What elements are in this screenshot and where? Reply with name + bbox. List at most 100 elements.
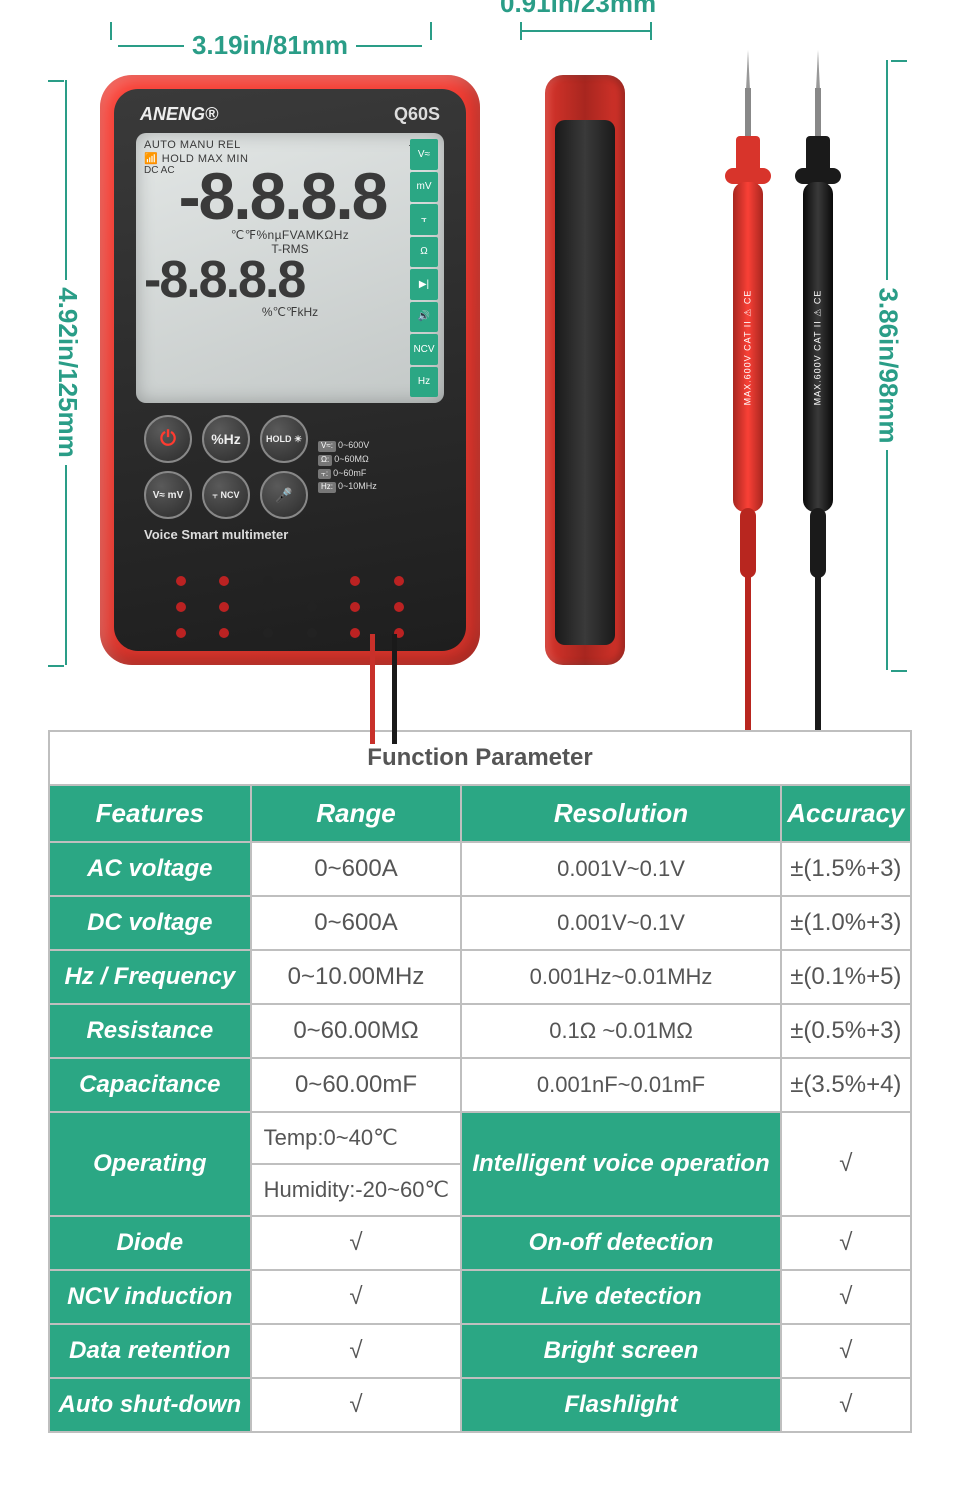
probe-black: MAX.600V CAT II ⚠ CE	[790, 50, 846, 690]
probe-handle: MAX.600V CAT II ⚠ CE	[803, 182, 833, 512]
probe-text: MAX.600V CAT II ⚠ CE	[743, 289, 754, 405]
lcd-main-digits: -8.8.8.8	[179, 165, 387, 228]
probe-collar	[736, 136, 760, 172]
table-row: Auto shut-down√Flashlight√	[49, 1378, 911, 1432]
hold-button[interactable]: HOLD ☀	[260, 415, 308, 463]
check-cell: √	[781, 1324, 911, 1378]
range-cell: 0~600A	[251, 842, 462, 896]
grip-dot	[263, 628, 273, 638]
probe-strain	[810, 508, 826, 578]
lcd-badge: mV	[410, 172, 438, 203]
check-cell: √	[781, 1378, 911, 1432]
grip-dot	[176, 576, 186, 586]
table-row: AC voltage0~600A0.001V~0.1V±(1.5%+3)	[49, 842, 911, 896]
lcd-text: AUTO MANU REL	[144, 139, 241, 152]
lcd-badge: ⫟	[410, 204, 438, 235]
lcd-badge: ▶|	[410, 269, 438, 300]
col-accuracy: Accuracy	[781, 785, 911, 842]
accuracy-cell: ±(1.0%+3)	[781, 896, 911, 950]
lcd-badge: Ω	[410, 237, 438, 268]
probe-wire	[745, 570, 751, 730]
lcd-badge: NCV	[410, 334, 438, 365]
accuracy-cell: ±(0.1%+5)	[781, 950, 911, 1004]
feature-cell: NCV induction	[49, 1270, 251, 1324]
grip-dot	[350, 576, 360, 586]
probe-handle: MAX.600V CAT II ⚠ CE	[733, 182, 763, 512]
table-title: Function Parameter	[49, 731, 911, 785]
meter-grip-dots	[128, 571, 452, 643]
dim-cap	[520, 22, 522, 40]
probe-text: MAX.600V CAT II ⚠ CE	[813, 289, 824, 405]
lead-wire-red	[370, 634, 375, 744]
grip-dot	[176, 602, 186, 612]
dim-probe-length: 3.86in/98mm	[876, 60, 900, 670]
table-row: Diode√On-off detection√	[49, 1216, 911, 1270]
lcd-badge: 🔊	[410, 302, 438, 333]
probe-wire	[815, 570, 821, 730]
grip-dot	[176, 628, 186, 638]
dim-cap	[891, 670, 907, 672]
cap-button[interactable]: ⫟ NCV	[202, 471, 250, 519]
feature-cell: On-off detection	[461, 1216, 780, 1270]
probe-tip-icon	[816, 50, 820, 90]
grip-dot	[307, 576, 317, 586]
resolution-cell: 0.1Ω ~0.01MΩ	[461, 1004, 780, 1058]
lcd-sub-digits: -8.8.8.8	[144, 256, 436, 305]
feature-cell: Data retention	[49, 1324, 251, 1378]
range-cell: 0~600A	[251, 896, 462, 950]
lcd-dcac: DC AC	[144, 165, 175, 176]
resolution-cell: 0.001V~0.1V	[461, 842, 780, 896]
operating-row: Operating Temp:0~40℃ Intelligent voice o…	[49, 1112, 911, 1164]
voice-label: Intelligent voice operation	[461, 1112, 780, 1216]
lead-wire-black	[392, 634, 397, 744]
probe-tip-icon	[746, 50, 750, 90]
grip-dot	[307, 628, 317, 638]
mic-button[interactable]: 🎤	[260, 471, 308, 519]
feature-cell: Auto shut-down	[49, 1378, 251, 1432]
grip-dot	[263, 576, 273, 586]
meter-header: ANENG® Q60S	[140, 101, 440, 127]
check-cell: √	[251, 1270, 462, 1324]
feature-cell: Hz / Frequency	[49, 950, 251, 1004]
partial-dim-depth: 0.91in/23mm	[0, 0, 960, 20]
accuracy-cell: ±(1.5%+3)	[781, 842, 911, 896]
dim-cap	[430, 22, 432, 40]
lcd-mode-badges: V≈mV⫟Ω▶|🔊NCVHz	[410, 139, 438, 397]
feature-cell: Live detection	[461, 1270, 780, 1324]
table-row: DC voltage0~600A0.001V~0.1V±(1.0%+3)	[49, 896, 911, 950]
model-label: Q60S	[394, 104, 440, 125]
table-row: Hz / Frequency0~10.00MHz0.001Hz~0.01MHz±…	[49, 950, 911, 1004]
power-button[interactable]: ⏻	[144, 415, 192, 463]
lcd-units: ℃℉%nµFVAMKΩHz	[144, 228, 436, 242]
accuracy-cell: ±(3.5%+4)	[781, 1058, 911, 1112]
table-header-row: Features Range Resolution Accuracy	[49, 785, 911, 842]
check-cell: √	[781, 1216, 911, 1270]
dim-cap	[891, 60, 907, 62]
dim-cap	[48, 665, 64, 667]
operating-label: Operating	[49, 1112, 251, 1216]
feature-cell: Diode	[49, 1216, 251, 1270]
dim-cap	[110, 22, 112, 40]
grip-dot	[394, 576, 404, 586]
accuracy-cell: ±(0.5%+3)	[781, 1004, 911, 1058]
grip-dot	[219, 602, 229, 612]
vm-button[interactable]: V≈ mV	[144, 471, 192, 519]
probe-red: MAX.600V CAT II ⚠ CE	[720, 50, 776, 690]
range-cell: 0~60.00mF	[251, 1058, 462, 1112]
dim-depth-label: 0.91in/23mm	[500, 0, 656, 19]
hz-button[interactable]: %Hz	[202, 415, 250, 463]
grip-dot	[350, 602, 360, 612]
operating-temp: Temp:0~40℃	[251, 1112, 462, 1164]
feature-cell: Resistance	[49, 1004, 251, 1058]
feature-cell: Flashlight	[461, 1378, 780, 1432]
feature-cell: Capacitance	[49, 1058, 251, 1112]
feature-cell: DC voltage	[49, 896, 251, 950]
voice-val: √	[781, 1112, 911, 1216]
range-label: Ω:0~60MΩ	[318, 455, 436, 466]
feature-cell: AC voltage	[49, 842, 251, 896]
lcd-row: AUTO MANU REL ⇥ 🔊	[144, 139, 436, 152]
probe-collar	[806, 136, 830, 172]
col-range: Range	[251, 785, 462, 842]
grip-dot	[350, 628, 360, 638]
brand-label: ANENG®	[140, 104, 218, 125]
